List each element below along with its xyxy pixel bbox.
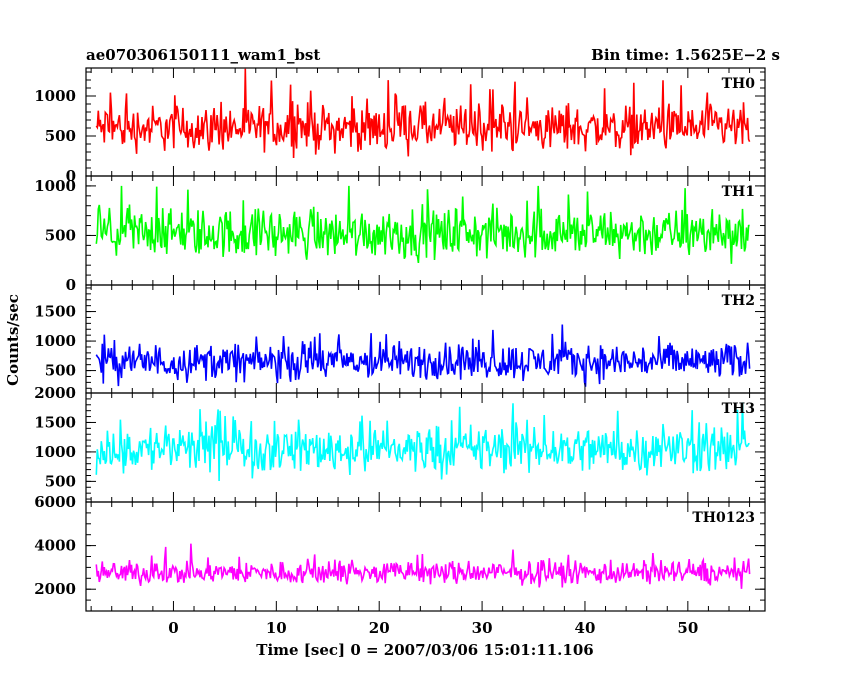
y-tick-label: 1000: [34, 332, 76, 350]
panel-th2: 500 1000 1500 TH2: [34, 284, 766, 394]
x-tick-label: 10: [266, 619, 287, 637]
y-tick-label: 4000: [34, 537, 76, 555]
series-line-th1: [95, 185, 750, 264]
panel-label: TH2: [722, 293, 755, 309]
series-line-th3: [95, 402, 750, 482]
x-tick-label: 40: [575, 619, 596, 637]
y-tick-label: 500: [45, 472, 76, 490]
y-tick-label: 1000: [34, 443, 76, 461]
chart-title-right: Bin time: 1.5625E−2 s: [591, 46, 780, 64]
panel-th0: 0 500 1000 TH0: [34, 67, 766, 185]
x-tick-label: 20: [369, 619, 390, 637]
panel-label: TH0123: [692, 510, 755, 526]
y-tick-label: 1500: [34, 303, 76, 321]
panel-label: TH3: [722, 401, 755, 417]
series-line-th0123: [95, 543, 751, 589]
y-tick-label: 500: [45, 226, 76, 244]
y-tick-label: 500: [45, 362, 76, 380]
panel-frame: [85, 501, 766, 612]
y-tick-label: 6000: [34, 493, 76, 511]
y-tick-label: 1500: [34, 413, 76, 431]
panel-th3: 500 1000 1500 2000 TH3: [34, 384, 766, 503]
y-tick-label: 2000: [34, 580, 76, 598]
panel-th1: 0 500 1000 TH1: [34, 175, 766, 294]
x-tick-label: 0: [168, 619, 178, 637]
panel-label: TH0: [722, 76, 756, 92]
x-tick-label: 30: [472, 619, 493, 637]
panel-label: TH1: [722, 184, 755, 200]
series-line-th2: [95, 324, 751, 387]
y-axis-label: Counts/sec: [4, 294, 22, 386]
panel-th0123: 2000 4000 6000 TH0123: [34, 493, 766, 612]
y-tick-label: 0: [66, 167, 76, 185]
y-tick-label: 500: [45, 127, 76, 145]
x-axis-label: Time [sec] 0 = 2007/03/06 15:01:11.106: [256, 641, 593, 659]
y-tick-label: 0: [66, 276, 76, 294]
y-tick-label: 1000: [34, 87, 76, 105]
y-tick-label: 2000: [34, 384, 76, 402]
y-tick-label: 1000: [34, 177, 76, 195]
x-tick-label: 50: [677, 619, 698, 637]
series-line-th0: [95, 68, 751, 159]
chart-title-left: ae070306150111_wam1_bst: [86, 46, 320, 64]
